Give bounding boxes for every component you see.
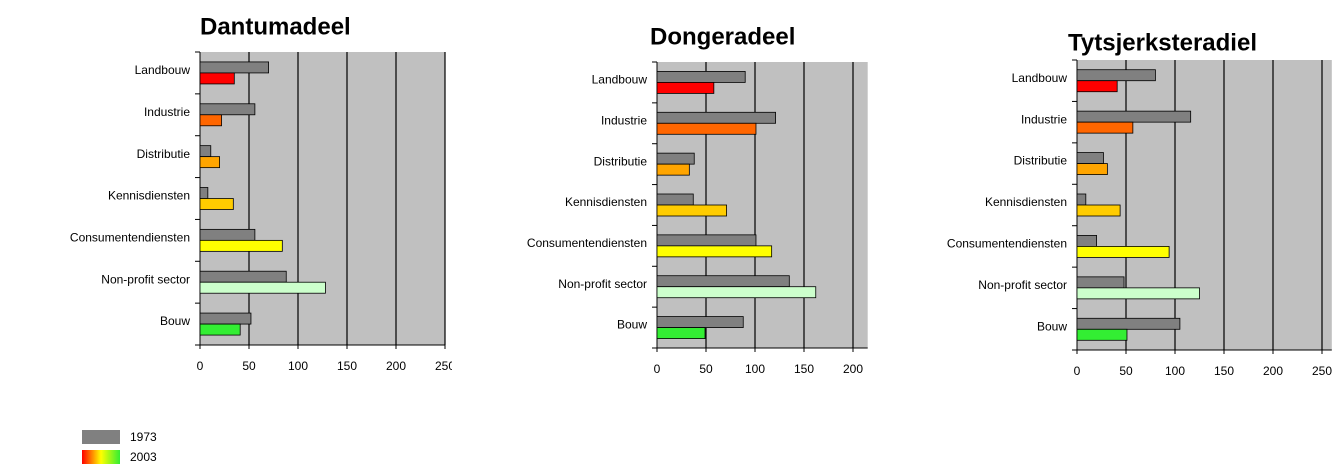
y-tick-label: Industrie	[144, 105, 190, 119]
bar	[1076, 276, 1125, 289]
chart: Tytsjerksteradiel 0 50 100 150 200 250 Landbouw…	[947, 29, 1332, 378]
bar	[199, 228, 256, 241]
legend-swatch	[82, 450, 120, 464]
x-tick-label: 150	[1214, 364, 1234, 378]
x-tick-label: 100	[288, 359, 308, 373]
bar	[199, 198, 234, 210]
chart-title: Dantumadeel	[200, 13, 351, 40]
y-tick-label: Landbouw	[135, 63, 191, 77]
bar	[1076, 69, 1156, 82]
bar	[656, 327, 706, 339]
y-tick-label: Industrie	[601, 113, 647, 127]
y-tick-label: Landbouw	[1012, 71, 1068, 85]
bar	[656, 286, 817, 299]
x-tick-label: 100	[745, 362, 765, 376]
bar	[199, 281, 326, 294]
bar	[199, 61, 269, 74]
bar	[656, 193, 694, 206]
x-tick-label: 0	[197, 359, 204, 373]
bar	[656, 234, 757, 247]
x-tick-label: 150	[337, 359, 357, 373]
bar	[1076, 121, 1134, 134]
chart-title: Dongeradeel	[650, 23, 795, 50]
y-tick-label: Kennisdiensten	[565, 195, 647, 209]
bar	[199, 312, 252, 325]
chart: Dongeradeel 0 50 100 150 200 Landbouw Industrie…	[527, 23, 868, 376]
bar	[199, 145, 212, 158]
x-tick-label: 200	[1263, 364, 1283, 378]
y-tick-label: Kennisdiensten	[108, 189, 190, 203]
x-tick-label: 250	[435, 359, 455, 373]
y-tick-label: Distributie	[1014, 154, 1068, 168]
y-tick-label: Non-profit sector	[978, 278, 1067, 292]
y-tick-label: Consumentendiensten	[70, 231, 190, 245]
bar	[199, 72, 235, 85]
bar	[656, 82, 715, 94]
bar	[656, 275, 790, 288]
bar	[1076, 235, 1098, 247]
legend-label: 2003	[130, 450, 157, 464]
bar	[1076, 193, 1087, 206]
y-tick-label: Kennisdiensten	[985, 195, 1067, 209]
x-tick-label: 0	[1074, 364, 1081, 378]
bar	[656, 245, 773, 258]
y-tick-label: Bouw	[160, 314, 190, 328]
bar	[1076, 317, 1181, 330]
y-tick-label: Consumentendiensten	[947, 237, 1067, 251]
chart: Dantumadeel 0 50 100 150 200 250 Landbouw Indust…	[70, 13, 455, 373]
bar	[1076, 152, 1104, 164]
x-tick-label: 100	[1165, 364, 1185, 378]
x-tick-label: 150	[794, 362, 814, 376]
bar	[1076, 80, 1118, 93]
bar	[199, 187, 209, 199]
y-tick-label: Landbouw	[592, 73, 648, 87]
bar	[1076, 328, 1128, 341]
bar	[1076, 246, 1170, 258]
bar	[199, 156, 221, 169]
x-tick-label: 200	[843, 362, 863, 376]
x-tick-label: 50	[699, 362, 713, 376]
x-tick-label: 0	[654, 362, 661, 376]
y-tick-label: Non-profit sector	[558, 277, 647, 291]
y-tick-label: Industrie	[1021, 112, 1067, 126]
bar	[199, 239, 283, 252]
y-tick-label: Distributie	[594, 154, 648, 168]
bar	[656, 204, 727, 217]
x-tick-label: 50	[1119, 364, 1133, 378]
y-tick-label: Distributie	[137, 147, 191, 161]
bar	[199, 270, 287, 283]
y-tick-label: Consumentendiensten	[527, 236, 647, 250]
legend-swatch	[82, 430, 120, 444]
bar	[1076, 287, 1200, 300]
bar	[656, 71, 746, 83]
bar	[656, 316, 744, 328]
bar	[199, 103, 256, 116]
x-tick-label: 250	[1312, 364, 1332, 378]
bar	[656, 152, 695, 165]
y-tick-label: Non-profit sector	[101, 272, 190, 286]
bar	[199, 114, 222, 127]
y-tick-label: Bouw	[617, 318, 647, 332]
y-tick-label: Bouw	[1037, 319, 1067, 333]
bar	[1076, 110, 1192, 123]
plot-area	[200, 52, 445, 345]
bar	[1076, 204, 1121, 217]
bar	[1076, 163, 1108, 175]
x-tick-label: 200	[386, 359, 406, 373]
legend-label: 1973	[130, 430, 157, 444]
chart-title: Tytsjerksteradiel	[1068, 29, 1257, 56]
bar	[656, 122, 757, 135]
bar	[656, 163, 690, 176]
bar	[199, 323, 241, 336]
x-tick-label: 50	[242, 359, 256, 373]
bar	[656, 111, 776, 124]
